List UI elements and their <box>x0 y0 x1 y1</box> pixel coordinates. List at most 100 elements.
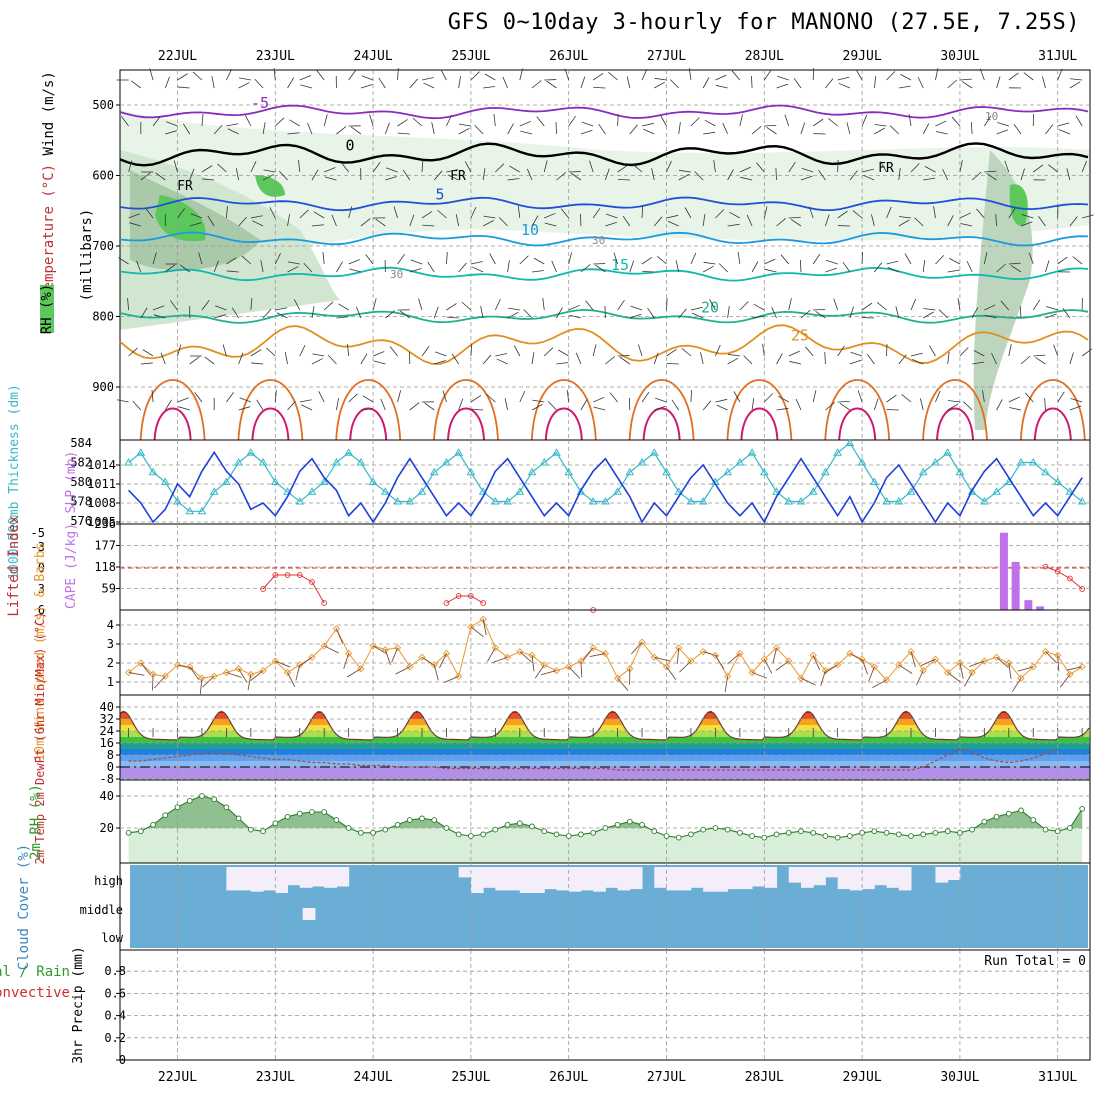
wind-barb <box>483 215 496 219</box>
y-tick-label: 2 <box>107 656 114 670</box>
wind-barb <box>533 257 545 265</box>
wind-barb <box>327 354 337 365</box>
wind-barb <box>336 126 347 135</box>
thickness-marker <box>857 458 867 466</box>
wind-barb <box>917 76 924 89</box>
warm-surface-contour <box>530 379 597 441</box>
high-cloud-clear-segment <box>556 867 570 891</box>
high-cloud-clear-segment <box>458 867 472 878</box>
wind-barb <box>813 308 826 311</box>
wind-speed-marker <box>516 647 524 656</box>
rh-marker <box>761 834 768 841</box>
cape-bar <box>1024 600 1033 610</box>
wind-barb <box>214 314 226 319</box>
wind-barb <box>365 254 374 265</box>
wind-barb <box>818 169 826 181</box>
wind-barb <box>287 400 296 411</box>
panel-side-label-part: SLP (mb) <box>64 451 79 514</box>
wind-barb <box>762 344 765 357</box>
wind-barb <box>369 114 374 127</box>
wind-barb <box>169 300 178 311</box>
wind-barb <box>470 395 482 403</box>
rh-legend-swatch <box>40 285 54 333</box>
wind-speed-marker <box>1017 674 1025 682</box>
wind-barb <box>1008 396 1020 403</box>
wind-barb <box>517 206 521 219</box>
warm-surface-contour <box>139 379 206 441</box>
wind-barb <box>348 206 353 219</box>
wind-barb <box>971 171 982 181</box>
rh-marker <box>272 820 279 827</box>
wind-barb <box>637 344 643 357</box>
freezing-level-label: FR <box>450 169 466 184</box>
wind-barb <box>1041 76 1046 89</box>
wind-barb <box>592 207 601 219</box>
wind-barb <box>788 350 800 357</box>
wind-barb <box>756 162 765 173</box>
wind-barb <box>715 84 728 89</box>
wind-barb <box>152 116 161 127</box>
wind-barb <box>837 210 848 219</box>
wind-barb <box>323 301 334 311</box>
panel-side-label: SLP (mb) <box>64 451 79 514</box>
thickness-marker <box>332 458 341 466</box>
wind-barb <box>360 218 371 227</box>
wind-barb <box>1019 306 1022 319</box>
high-cloud-clear-segment <box>580 867 594 891</box>
wind-barb <box>812 118 824 127</box>
wind-speed-marker <box>846 649 854 658</box>
wind-barb <box>626 76 631 89</box>
wind-barb <box>715 209 725 219</box>
wind-barb <box>764 258 776 265</box>
date-label-top: 27JUL <box>647 49 686 64</box>
thickness-marker <box>368 477 378 485</box>
wind-speed-line <box>128 618 1083 681</box>
rh-marker <box>1067 825 1073 831</box>
wind-barb <box>543 160 548 173</box>
wind-speed-marker <box>919 666 927 675</box>
freezing-level-label: FR <box>878 161 894 176</box>
lifted-tick-label: 0 <box>38 561 45 575</box>
wind-speed-marker <box>296 661 304 669</box>
wind-barb <box>880 161 887 173</box>
y-tick-label: 1011 <box>87 477 116 491</box>
wind-barb <box>852 210 863 219</box>
wind-barb <box>300 84 313 89</box>
wind-speed-marker <box>613 674 622 682</box>
wind-barb <box>842 261 851 273</box>
wind-barb <box>938 309 948 319</box>
wind-barb <box>780 254 790 265</box>
wind-barb <box>568 252 572 265</box>
thickness-marker <box>894 497 904 505</box>
wind-barb <box>238 406 251 411</box>
wind-barb <box>966 260 973 273</box>
temperature-line <box>119 710 1090 741</box>
thickness-marker <box>429 467 439 476</box>
rh-marker <box>284 813 291 820</box>
high-cloud-clear-segment <box>764 867 778 888</box>
wind-barb <box>1070 78 1083 81</box>
wind-barb <box>776 217 786 227</box>
wind-speed-marker <box>601 649 610 658</box>
wind-barb <box>922 260 926 273</box>
high-cloud-clear-segment <box>947 867 961 880</box>
wind-barb <box>495 163 505 173</box>
high-cloud-clear-segment <box>862 867 875 890</box>
rh-marker <box>162 812 169 819</box>
wind-barb <box>301 404 313 411</box>
wind-barb <box>959 78 972 81</box>
wind-barb <box>1008 344 1012 357</box>
wind-barb-10m <box>763 658 773 674</box>
wind-barb <box>338 303 349 311</box>
wind-barb <box>519 120 532 127</box>
warm-surface-contour <box>237 379 304 441</box>
wind-barb <box>641 122 654 127</box>
wind-barb <box>592 344 597 357</box>
wind-speed-marker <box>565 663 573 671</box>
high-cloud-clear-segment <box>666 867 680 891</box>
y-tick-label: 59 <box>102 582 116 596</box>
rh-marker <box>565 833 572 839</box>
y-tick-label: 0 <box>107 760 114 774</box>
high-cloud-clear-segment <box>898 867 912 891</box>
wind-barb <box>380 398 386 411</box>
